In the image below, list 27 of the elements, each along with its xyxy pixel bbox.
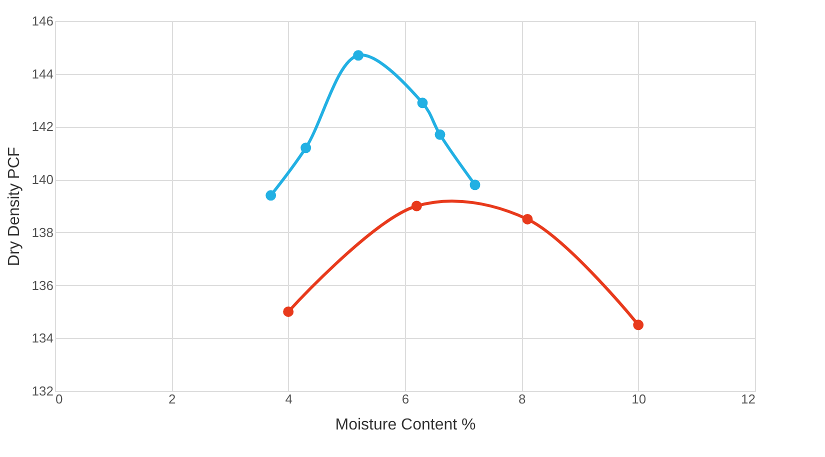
point: [522, 214, 533, 224]
y-tick-label: 138: [32, 224, 54, 240]
y-tick-label: 146: [32, 14, 54, 28]
point: [417, 98, 428, 108]
x-tick-label: 10: [632, 392, 646, 406]
point: [283, 306, 294, 317]
x-tick-label: 6: [402, 392, 410, 406]
point: [411, 200, 422, 212]
point: [353, 50, 364, 61]
y-tick-label: 144: [32, 66, 54, 82]
x-tick-label: 4: [285, 392, 292, 406]
point: [633, 320, 644, 330]
point: [434, 129, 446, 140]
point: [470, 180, 480, 190]
y-tick-label: 132: [32, 384, 54, 398]
y-tick-label: 134: [32, 330, 54, 346]
x-tick-label: 8: [518, 392, 526, 406]
y-tick-label: 142: [32, 119, 54, 134]
x-tick-label: 2: [168, 392, 176, 406]
point: [300, 142, 312, 154]
x-axis-title: Moisture Content %: [335, 416, 476, 434]
point: [266, 190, 276, 201]
y-tick-label: 136: [32, 278, 54, 293]
x-tick-label: 0: [56, 392, 63, 406]
y-axis-title: Dry Density PCF: [6, 146, 23, 266]
y-tick-label: 140: [32, 172, 54, 188]
x-tick-label: 12: [741, 392, 756, 406]
